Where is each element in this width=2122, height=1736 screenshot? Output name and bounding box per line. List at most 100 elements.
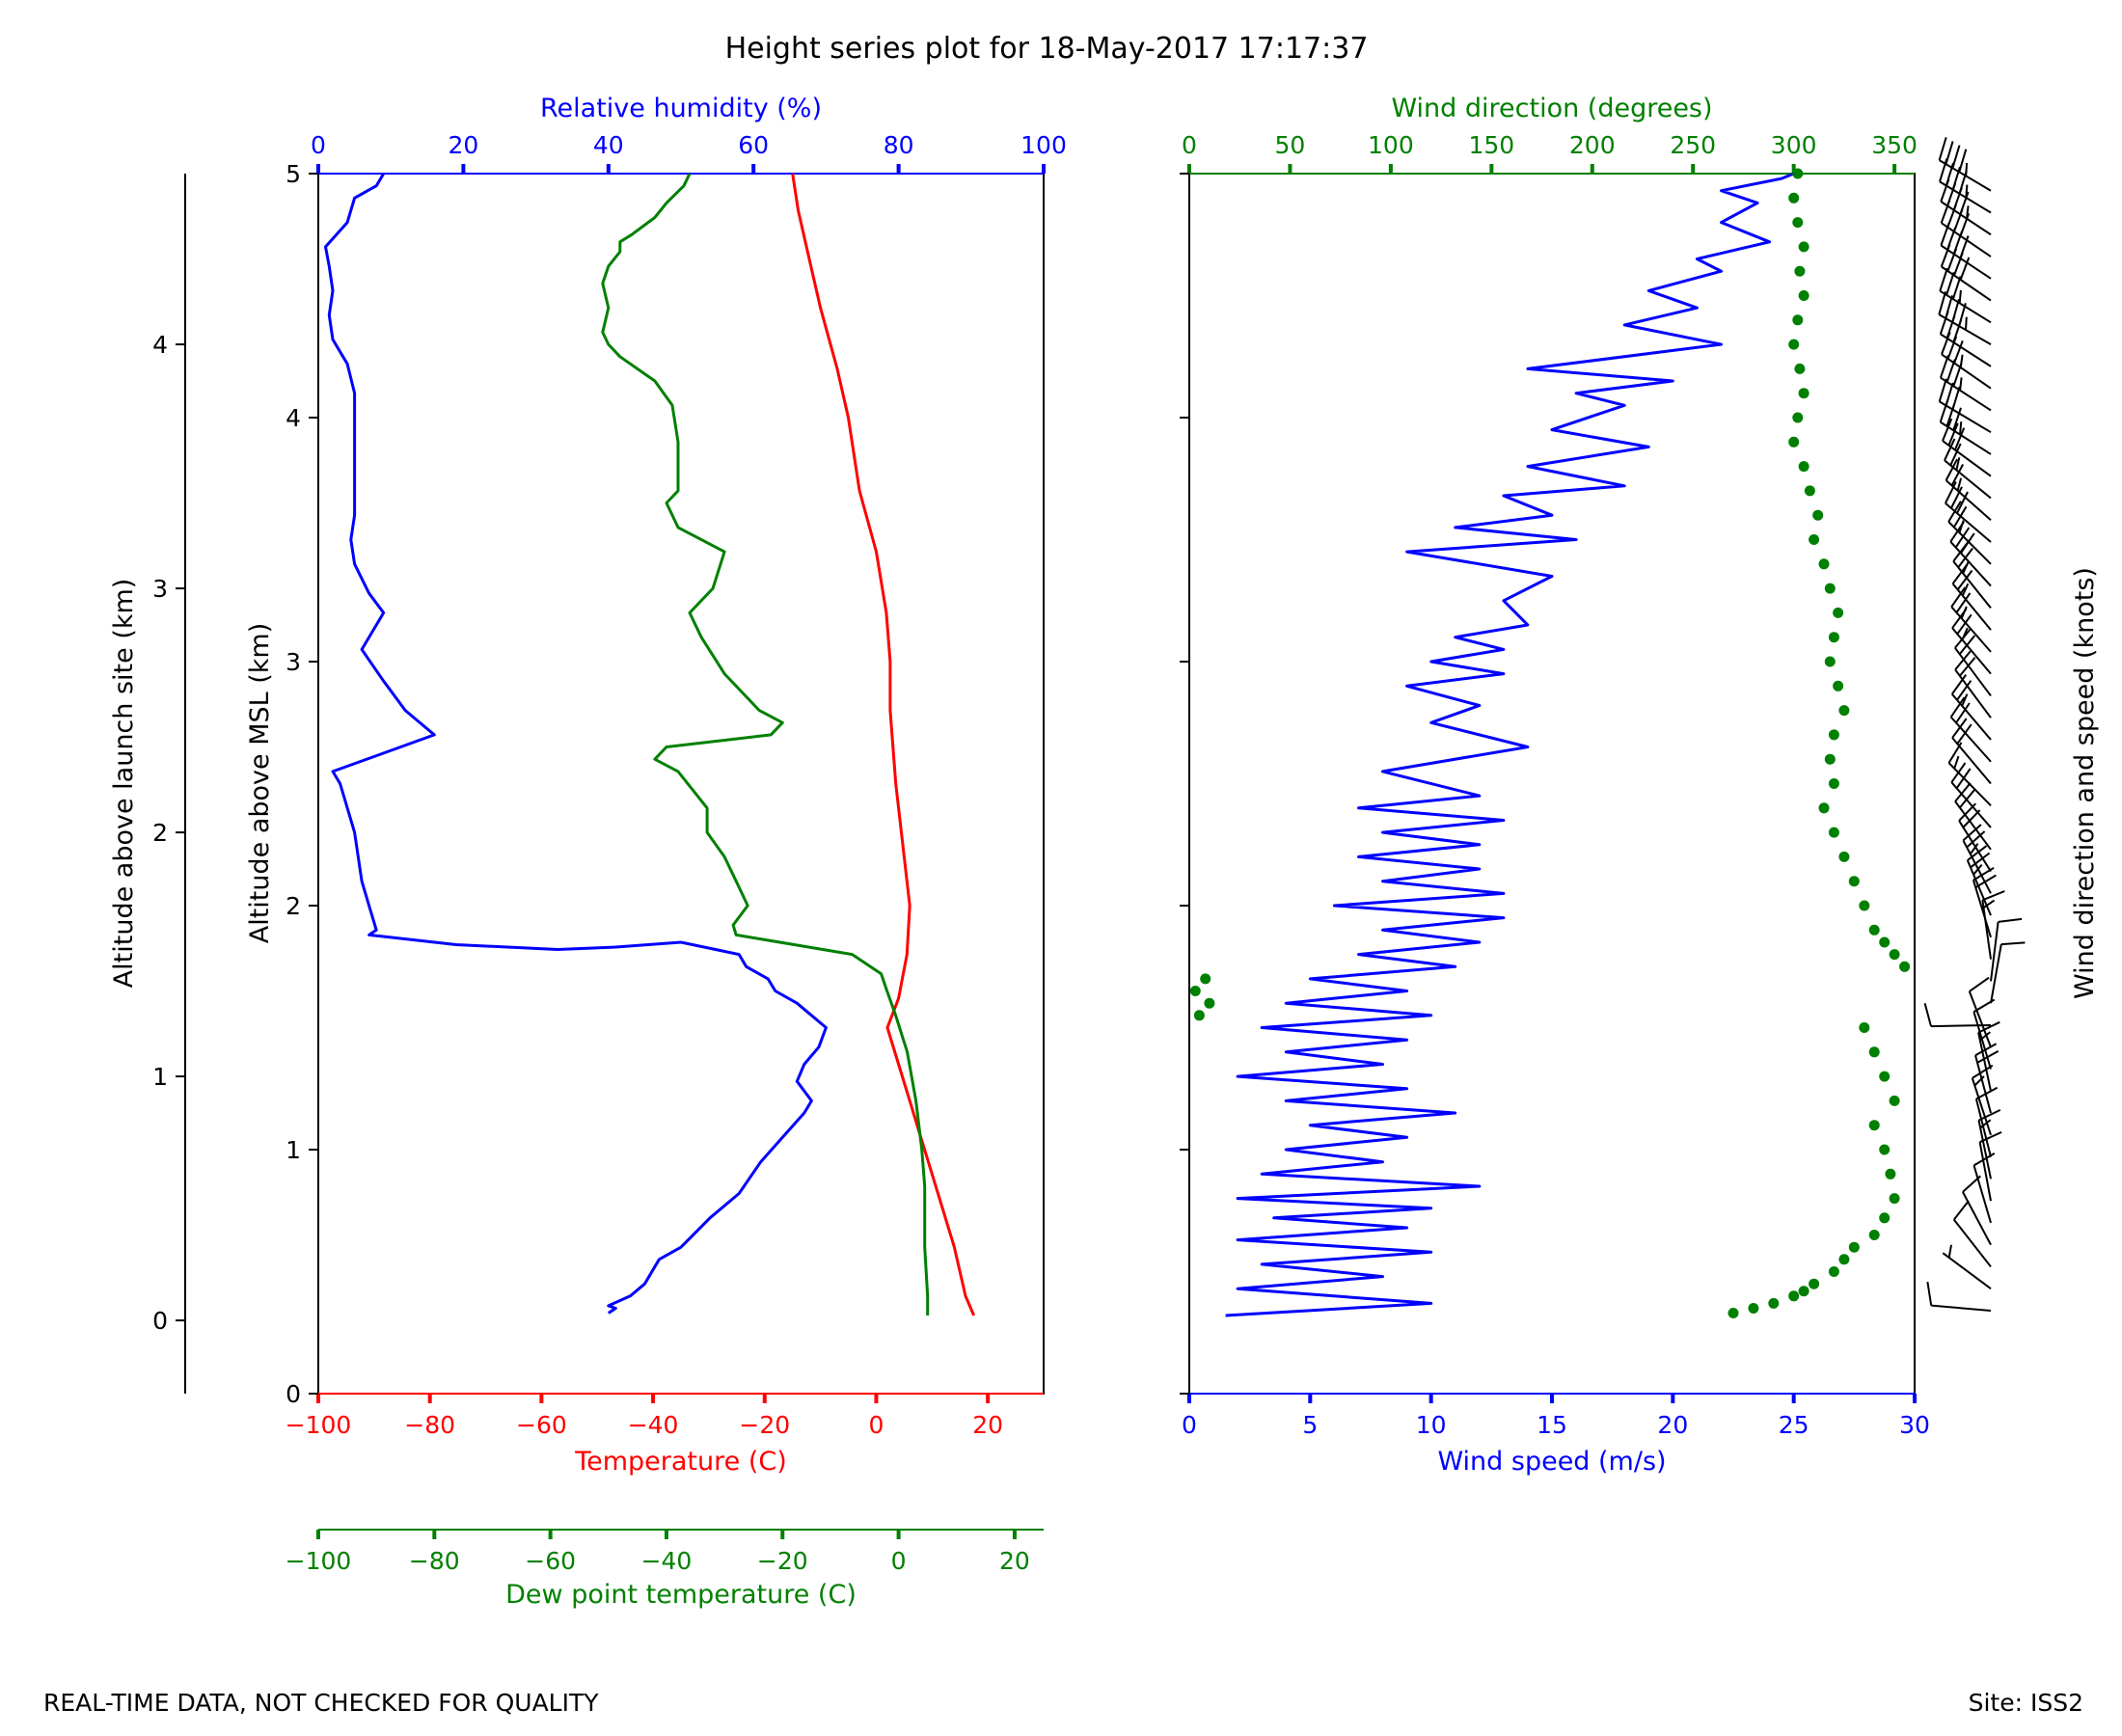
wind-direction-dot	[1824, 753, 1836, 765]
wind-direction-dot	[1788, 339, 1800, 350]
wind-direction-dot	[1792, 314, 1804, 326]
wind-barb	[1950, 586, 1992, 653]
wind-barb	[1954, 782, 1992, 851]
msl-axis-tick-label: 1	[286, 1136, 301, 1164]
wind-barb	[1954, 650, 1992, 719]
temperature-axis-tick-label: −60	[516, 1411, 567, 1439]
wind-barb	[1945, 458, 1992, 522]
wind-barb	[1951, 563, 1992, 631]
rh-line	[324, 173, 828, 1315]
wind-direction-dot	[1868, 1046, 1880, 1058]
wind-speed-axis-tick-label: 20	[1657, 1411, 1688, 1439]
dewpoint-axis-tick-label: −20	[757, 1547, 808, 1575]
wind-barb	[1968, 976, 1992, 1048]
wind-direction-dot	[1798, 461, 1809, 473]
wind-speed-axis-tick-label: 10	[1416, 1411, 1447, 1439]
wind-speed-line	[1225, 172, 1795, 1317]
temperature-axis-tick-label: −40	[628, 1411, 679, 1439]
wind-barbs	[1923, 137, 2026, 1312]
wind-barb	[1951, 718, 1992, 785]
wind-barb	[1971, 1064, 1994, 1136]
wind-direction-dot	[1828, 729, 1839, 741]
temperature-axis: −100 −80 −60 −40 −20 0 20	[286, 1393, 1044, 1439]
wind-direction-dot	[1838, 705, 1850, 717]
wind-direction-dot	[1828, 632, 1839, 643]
wind-direction-dot	[1824, 583, 1836, 594]
wind-speed-axis-label: Wind speed (m/s)	[1437, 1447, 1666, 1477]
wind-direction-dot	[1792, 217, 1804, 229]
wind-direction-dot	[1788, 436, 1800, 448]
wind-barb	[1977, 1108, 2001, 1180]
temperature-line	[791, 173, 976, 1316]
wind-direction-dot	[1788, 1290, 1800, 1302]
dewpoint-axis-tick-label: −40	[641, 1547, 693, 1575]
wind-speed-axis-tick-label: 0	[1182, 1411, 1197, 1439]
wind-altitude-axis	[1180, 173, 1189, 1395]
wind-barb	[1974, 1086, 1999, 1157]
wind-barb	[1938, 378, 1992, 434]
wind-barb	[1926, 1281, 1992, 1312]
wind-barb	[1981, 890, 2005, 960]
wind-barb	[1942, 418, 1992, 477]
agl-axis-label: Altitude above launch site (km)	[109, 579, 139, 989]
wind-speed-axis-tick-label: 25	[1779, 1411, 1809, 1439]
footer-site: Site: ISS2	[1969, 1689, 2083, 1717]
wind-speed-axis-tick-label: 5	[1302, 1411, 1318, 1439]
wind-direction-dot	[1889, 949, 1900, 961]
dewpoint-line	[601, 173, 930, 1316]
wind-direction-dot	[1818, 802, 1830, 814]
wind-direction-dot	[1792, 168, 1804, 179]
rh-axis-tick-label: 60	[738, 131, 769, 159]
wind-direction-dot	[1788, 192, 1800, 203]
wind-series	[1189, 168, 1911, 1318]
wind-direction-dot	[1794, 265, 1806, 277]
wind-direction-dot	[1804, 485, 1815, 497]
wind-direction-dot	[1200, 973, 1211, 985]
wind-barb	[1938, 137, 1992, 192]
wind-direction-dot	[1889, 1095, 1900, 1106]
temperature-axis-label: Temperature (C)	[574, 1447, 787, 1477]
wind-direction-dot	[1809, 1278, 1820, 1289]
wind-barb	[1942, 1244, 1992, 1290]
wind-direction-dot	[1859, 1022, 1870, 1033]
wind-barb	[1990, 941, 2026, 1004]
rh-axis-tick-label: 0	[311, 131, 326, 159]
wind-barb	[1950, 674, 1992, 741]
wind-barb	[1945, 481, 1992, 543]
wind-direction-axis-tick-label: 350	[1871, 131, 1918, 159]
wind-barb	[1939, 267, 1992, 324]
dewpoint-axis-tick-label: 20	[999, 1547, 1030, 1575]
wind-direction-dot	[1748, 1303, 1759, 1314]
wind-direction-dot	[1812, 509, 1824, 521]
temperature-axis-tick-label: 0	[869, 1411, 884, 1439]
agl-axis-tick-label: 2	[152, 819, 168, 847]
wind-direction-axis-tick-label: 0	[1182, 131, 1197, 159]
wind-direction-dot	[1899, 961, 1911, 972]
wind-barb-axis-label: Wind direction and speed (knots)	[2070, 567, 2100, 999]
agl-axis-tick-label: 3	[152, 575, 168, 603]
temperature-axis-tick-label: −100	[286, 1411, 352, 1439]
agl-axis-tick-label: 4	[152, 331, 168, 359]
rh-axis-label: Relative humidity (%)	[540, 94, 822, 123]
footer-quality-note: REAL-TIME DATA, NOT CHECKED FOR QUALITY	[43, 1689, 599, 1717]
wind-direction-dot	[1809, 534, 1820, 545]
thermo-panel: 0 20 40 60 80 100 −100 −80 −60 −40 −20 0 20 −100 −80…	[109, 94, 1067, 1610]
wind-speed-axis: 0 5 10 15 20 25 30	[1182, 1393, 1930, 1439]
wind-direction-dot	[1798, 1286, 1809, 1297]
wind-direction-dot	[1879, 1071, 1891, 1082]
wind-direction-axis-tick-label: 300	[1771, 131, 1817, 159]
wind-direction-dot	[1204, 997, 1215, 1009]
wind-direction-dot	[1728, 1308, 1739, 1318]
wind-barb	[1949, 696, 1992, 763]
dewpoint-axis: −100 −80 −60 −40 −20 0 20	[286, 1529, 1044, 1575]
wind-direction-dot	[1798, 388, 1809, 399]
wind-direction-dot	[1848, 876, 1860, 887]
wind-direction-axis-tick-label: 150	[1468, 131, 1514, 159]
wind-direction-dot	[1193, 1010, 1205, 1021]
msl-axis-tick-label: 0	[286, 1380, 301, 1408]
msl-axis-label: Altitude above MSL (km)	[245, 623, 275, 944]
wind-direction-dot	[1885, 1168, 1896, 1180]
wind-direction-axis-tick-label: 200	[1569, 131, 1616, 159]
wind-direction-dot	[1868, 1230, 1880, 1240]
